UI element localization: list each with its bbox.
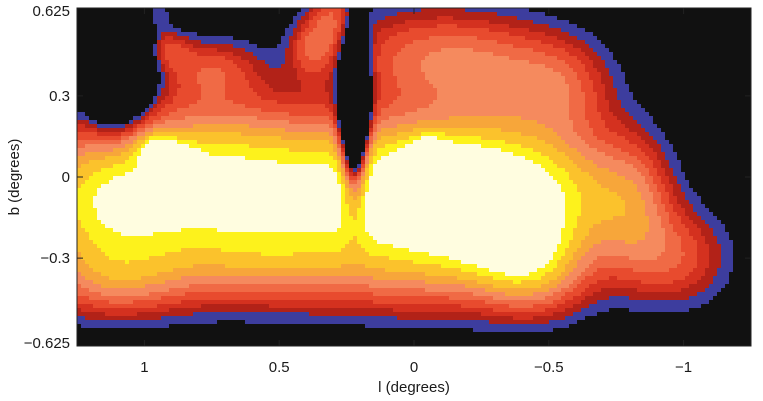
y-tick-label: −0.625 xyxy=(24,335,70,352)
contour-level-4 xyxy=(77,8,697,312)
x-tick-label: 0 xyxy=(410,359,418,376)
contour-level-6 xyxy=(77,48,665,300)
x-axis-label: l (degrees) xyxy=(378,379,450,396)
x-tick-label: 0.5 xyxy=(269,359,290,376)
contour-level-10 xyxy=(93,136,565,276)
y-tick-label: 0 xyxy=(62,169,70,186)
contour-level-3 xyxy=(77,8,709,320)
x-tick-label: −0.5 xyxy=(534,359,564,376)
x-tick-label: 1 xyxy=(140,359,148,376)
x-axis: 1 0.5 0 −0.5 −1 xyxy=(140,8,692,376)
y-tick-label: 0.3 xyxy=(49,88,70,105)
x-tick-label: −1 xyxy=(675,359,692,376)
y-tick-label: 0.625 xyxy=(32,3,70,20)
contour-level-2 xyxy=(77,8,721,324)
y-axis: 0.625 0.3 0 −0.3 −0.625 xyxy=(24,3,751,352)
plot-area xyxy=(76,7,752,347)
y-axis-label: b (degrees) xyxy=(6,139,23,216)
y-tick-label: −0.3 xyxy=(40,250,70,267)
contour-level-9 xyxy=(77,132,581,284)
contour-layer xyxy=(77,8,733,332)
